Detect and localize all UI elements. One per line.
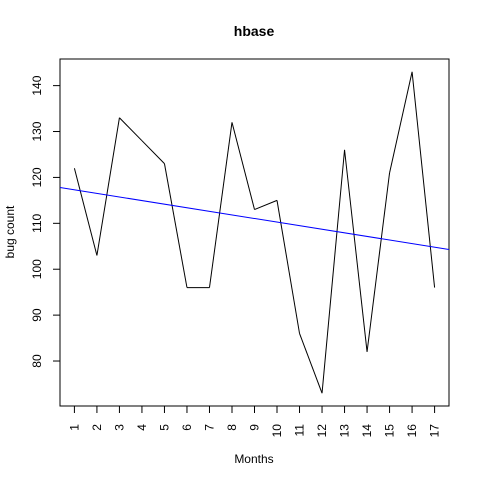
x-tick-label: 16 <box>405 424 419 438</box>
x-tick-label: 17 <box>428 424 442 438</box>
x-tick-label: 14 <box>360 424 374 438</box>
y-tick-label: 90 <box>30 308 44 322</box>
series-segment <box>299 333 323 394</box>
x-tick-label: 15 <box>383 424 397 438</box>
series-segment <box>96 117 120 256</box>
y-tick-label: 120 <box>30 167 44 187</box>
y-axis-label: bug count <box>3 205 17 258</box>
series-segment <box>119 117 143 142</box>
x-tick-label: 4 <box>135 424 149 431</box>
x-tick-label: 12 <box>315 424 329 438</box>
series-segment <box>208 122 233 288</box>
y-tick-label: 130 <box>30 121 44 141</box>
x-tick-label: 11 <box>293 424 307 437</box>
trend-line <box>59 187 450 250</box>
y-tick-label: 80 <box>30 354 44 368</box>
y-tick-label: 140 <box>30 75 44 95</box>
series-segment <box>73 168 98 256</box>
series-segment <box>366 172 391 352</box>
chart-title: hbase <box>234 23 275 39</box>
x-tick-label: 8 <box>225 424 239 431</box>
x-tick-label: 3 <box>112 424 126 431</box>
series-segment <box>141 140 165 165</box>
x-tick-label: 10 <box>270 424 284 438</box>
series-segment <box>344 149 368 352</box>
x-axis-label: Months <box>234 452 273 466</box>
y-tick-label: 110 <box>30 213 44 232</box>
series-segment <box>389 71 413 173</box>
x-tick-label: 9 <box>248 424 262 431</box>
series-segment <box>231 122 255 210</box>
x-tick-label: 6 <box>180 424 194 431</box>
series-segment <box>163 163 188 288</box>
series-segment <box>321 149 346 394</box>
x-tick-label: 7 <box>202 424 216 431</box>
x-tick-label: 5 <box>157 424 171 431</box>
series-segment <box>411 71 436 288</box>
x-tick-label: 13 <box>338 424 352 438</box>
y-tick-label: 100 <box>30 259 44 279</box>
x-tick-label: 2 <box>90 424 104 431</box>
x-tick-label: 1 <box>67 424 81 431</box>
series-segment <box>254 199 278 211</box>
